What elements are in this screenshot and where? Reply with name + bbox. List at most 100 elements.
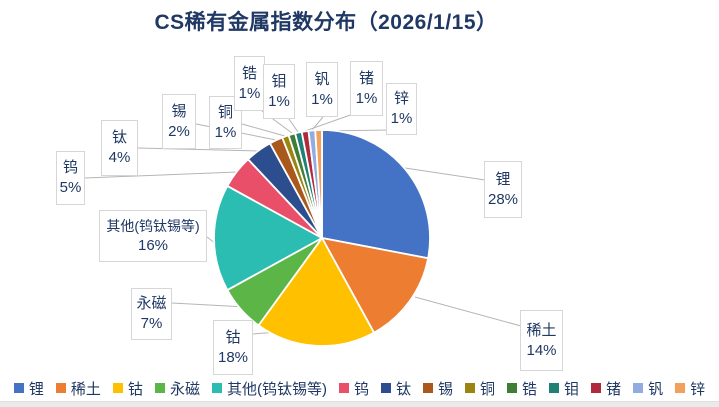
- legend-swatch-icon: [422, 383, 433, 393]
- callout-leader-line-10: [288, 118, 299, 133]
- legend-item-1: 稀土: [55, 378, 101, 399]
- pie-slice-13: [314, 129, 323, 239]
- data-label-percent: 2%: [168, 122, 190, 140]
- pie-slice-2: [257, 237, 375, 347]
- data-label-percent: 1%: [268, 92, 290, 110]
- legend-swatch-icon: [633, 383, 644, 393]
- legend-item-4: 其他(钨钛锡等): [211, 378, 327, 399]
- data-label-percent: 5%: [59, 179, 82, 196]
- data-label-category: 锌: [393, 90, 409, 107]
- pie-slice-1: [321, 237, 429, 334]
- chart-legend: 锂 稀土 钴 永磁 其他(钨钛锡等) 钨 钛 锡 铜 锆 钼 锗 钒 锌: [0, 376, 719, 400]
- legend-label: 锗: [606, 380, 622, 398]
- legend-item-13: 锌: [675, 378, 705, 399]
- data-label-category: 钴: [225, 328, 241, 346]
- data-label-percent: 7%: [140, 315, 163, 332]
- data-label-2: 钴 18%: [213, 320, 253, 375]
- legend-item-11: 锗: [591, 378, 621, 399]
- callout-leader-line-8: [241, 123, 286, 137]
- legend-item-9: 锆: [507, 378, 537, 399]
- data-label-category: 钼: [271, 72, 287, 90]
- legend-swatch-icon: [507, 383, 518, 393]
- legend-item-3: 永磁: [154, 378, 200, 399]
- data-label-percent: 18%: [217, 348, 249, 366]
- legend-label: 锡: [437, 380, 453, 398]
- data-label-category: 永磁: [136, 295, 167, 312]
- legend-item-8: 铜: [465, 378, 495, 399]
- data-label-category: 锡: [171, 102, 187, 120]
- data-label-percent: 1%: [214, 123, 237, 141]
- legend-swatch-icon: [675, 383, 686, 393]
- legend-item-0: 锂: [13, 378, 44, 399]
- legend-item-5: 钨: [338, 378, 369, 399]
- legend-swatch-icon: [338, 383, 349, 393]
- legend-swatch-icon: [591, 383, 602, 393]
- data-label-0: 锂 28%: [484, 161, 522, 218]
- data-label-category: 钛: [111, 129, 127, 146]
- data-label-category: 稀土: [526, 321, 557, 339]
- legend-label: 永磁: [169, 380, 200, 398]
- legend-swatch-icon: [211, 383, 222, 393]
- data-label-12: 钒 1%: [306, 62, 338, 117]
- data-label-percent: 1%: [390, 110, 413, 127]
- legend-label: 钒: [648, 380, 664, 398]
- data-label-percent: 1%: [311, 90, 333, 108]
- data-label-category: 钨: [62, 159, 78, 176]
- legend-label: 稀土: [70, 380, 101, 398]
- data-label-category: 锆: [241, 64, 257, 82]
- data-label-percent: 28%: [487, 190, 519, 208]
- legend-item-7: 锡: [422, 378, 453, 399]
- data-label-3: 永磁 7%: [131, 288, 172, 340]
- callout-leader-line-1: [414, 296, 522, 327]
- data-label-percent: 14%: [526, 341, 557, 359]
- data-label-category: 其他(钨钛锡等): [106, 218, 200, 234]
- legend-label: 钨: [353, 380, 369, 398]
- legend-item-10: 钼: [549, 378, 579, 399]
- data-label-10: 钼 1%: [263, 64, 295, 119]
- callout-leader-line-6: [137, 147, 260, 152]
- data-label-percent: 1%: [238, 84, 261, 102]
- callout-leader-line-5: [84, 171, 238, 179]
- legend-label: 锌: [690, 380, 706, 398]
- chart-title: CS稀有金属指数分布（2026/1/15）: [154, 11, 498, 34]
- legend-item-12: 钒: [633, 378, 663, 399]
- data-label-category: 铜: [217, 103, 233, 121]
- legend-swatch-icon: [549, 383, 560, 393]
- callout-leader-line-0: [404, 167, 486, 181]
- legend-swatch-icon: [112, 383, 123, 393]
- legend-swatch-icon: [55, 383, 66, 393]
- data-label-percent: 4%: [108, 149, 131, 166]
- callout-leader-line-12: [311, 116, 324, 131]
- legend-item-2: 钴: [112, 378, 143, 399]
- legend-item-6: 钛: [380, 378, 411, 399]
- legend-swatch-icon: [154, 383, 165, 393]
- data-label-category: 钒: [314, 70, 330, 88]
- legend-label: 钼: [564, 380, 580, 398]
- legend-label: 钴: [127, 380, 143, 398]
- data-label-1: 稀土 14%: [520, 310, 563, 371]
- data-label-11: 锗 1%: [350, 61, 383, 116]
- data-label-7: 锡 2%: [162, 94, 196, 149]
- pie-slice-0: [321, 129, 431, 260]
- legend-label: 其他(钨钛锡等): [226, 380, 327, 398]
- data-label-5: 钨 5%: [56, 151, 85, 205]
- legend-swatch-icon: [13, 383, 24, 393]
- data-label-9: 锆 1%: [234, 56, 265, 111]
- legend-label: 锂: [28, 380, 44, 398]
- data-label-4: 其他(钨钛锡等) 16%: [99, 210, 207, 262]
- legend-label: 钛: [395, 380, 411, 398]
- data-label-percent: 1%: [355, 89, 378, 107]
- callout-leader-line-3: [171, 302, 247, 308]
- legend-label: 铜: [480, 380, 496, 398]
- data-label-category: 锗: [358, 69, 374, 87]
- legend-swatch-icon: [380, 383, 391, 393]
- data-label-6: 钛 4%: [101, 120, 138, 176]
- data-label-category: 锂: [495, 170, 511, 188]
- legend-swatch-icon: [465, 383, 475, 393]
- data-label-percent: 16%: [137, 237, 169, 254]
- data-label-13: 锌 1%: [386, 83, 417, 135]
- legend-label: 锆: [522, 380, 538, 398]
- pie-slice-4: [213, 185, 323, 291]
